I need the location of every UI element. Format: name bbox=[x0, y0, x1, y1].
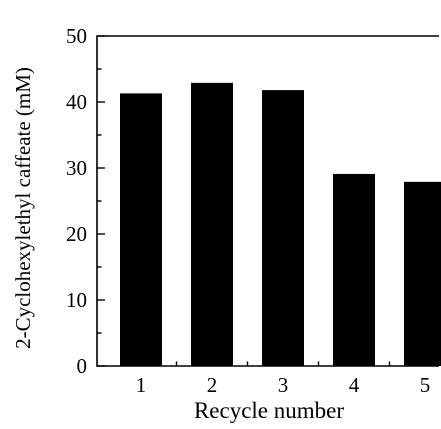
bar-2 bbox=[191, 82, 233, 367]
x-axis-title: Recycle number bbox=[194, 398, 344, 423]
bar-5 bbox=[404, 181, 441, 366]
y-tick-label-30: 30 bbox=[66, 156, 87, 180]
y-axis-title: 2-Cyclohexylethyl caffeate (mM) bbox=[11, 67, 35, 349]
x-tick-label-4: 4 bbox=[349, 373, 360, 397]
x-tick-label-5: 5 bbox=[420, 373, 431, 397]
axes-layer: 0 10 20 30 40 50 1 2 3 4 5 bbox=[66, 24, 439, 397]
bar-3 bbox=[262, 90, 304, 367]
y-tick-label-50: 50 bbox=[66, 24, 87, 48]
x-tick-label-3: 3 bbox=[278, 373, 289, 397]
y-tick-label-10: 10 bbox=[66, 288, 87, 312]
bar-1 bbox=[120, 93, 162, 367]
bar-4 bbox=[333, 173, 375, 366]
y-tick-label-40: 40 bbox=[66, 90, 87, 114]
y-tick-label-0: 0 bbox=[77, 354, 88, 378]
x-tick-label-1: 1 bbox=[136, 373, 147, 397]
x-tick-label-2: 2 bbox=[207, 373, 218, 397]
bars-layer bbox=[120, 82, 441, 367]
y-tick-label-20: 20 bbox=[66, 222, 87, 246]
